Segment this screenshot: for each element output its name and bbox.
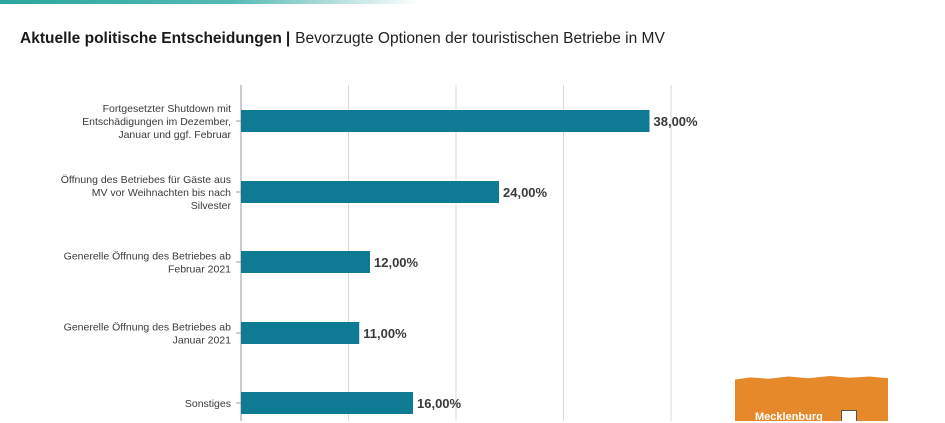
category-label-line: MV vor Weihnachten bis nach [92, 187, 231, 199]
bar [241, 181, 499, 203]
chart-title: Aktuelle politische Entscheidungen | Bevor… [20, 30, 665, 48]
category-label: Generelle Öffnung des Betriebes ab Januar… [64, 322, 231, 347]
category-label-line: Öffnung des Betriebes für Gäste aus [61, 174, 231, 186]
bar [241, 110, 650, 132]
category-label-line: Januar 2021 [173, 335, 232, 347]
chart-title-sub: Bevorzugte Optionen der touristischen Be… [295, 30, 665, 47]
data-label: 12,00% [374, 255, 419, 270]
category-label-line: Generelle Öffnung des Betriebes ab [64, 322, 231, 334]
data-label: 38,00% [654, 114, 699, 129]
data-label: 16,00% [417, 396, 462, 411]
header-accent-strip [0, 0, 420, 4]
flag-icon [841, 410, 857, 421]
category-label: Öffnung des Betriebes für Gäste aus MV vo… [61, 174, 232, 212]
category-label-line: Generelle Öffnung des Betriebes ab [64, 251, 231, 263]
category-label-line: Entschädigungen im Dezember, [82, 116, 231, 128]
category-label: Generelle Öffnung des Betriebes ab Februa… [64, 251, 231, 276]
bar [241, 322, 360, 344]
data-label: 11,00% [363, 326, 407, 341]
category-label: Sonstiges [185, 398, 231, 410]
category-label: Fortgesetzter Shutdown mit Entschädigunge… [82, 103, 231, 141]
category-label-line: Februar 2021 [168, 264, 231, 276]
bar [241, 251, 370, 273]
chart-title-main: Aktuelle politische Entscheidungen [20, 30, 282, 47]
title-separator: | [285, 30, 291, 47]
category-label-line: Januar und ggf. Februar [118, 129, 231, 141]
bar [241, 392, 413, 414]
brand-logo-text: Mecklenburg [755, 411, 823, 423]
category-label-line: Silvester [191, 200, 232, 212]
brand-logo: Mecklenburg [735, 376, 888, 421]
category-label-line: Sonstiges [185, 398, 231, 410]
category-label-line: Fortgesetzter Shutdown mit [103, 103, 231, 115]
data-label: 24,00% [503, 185, 548, 200]
